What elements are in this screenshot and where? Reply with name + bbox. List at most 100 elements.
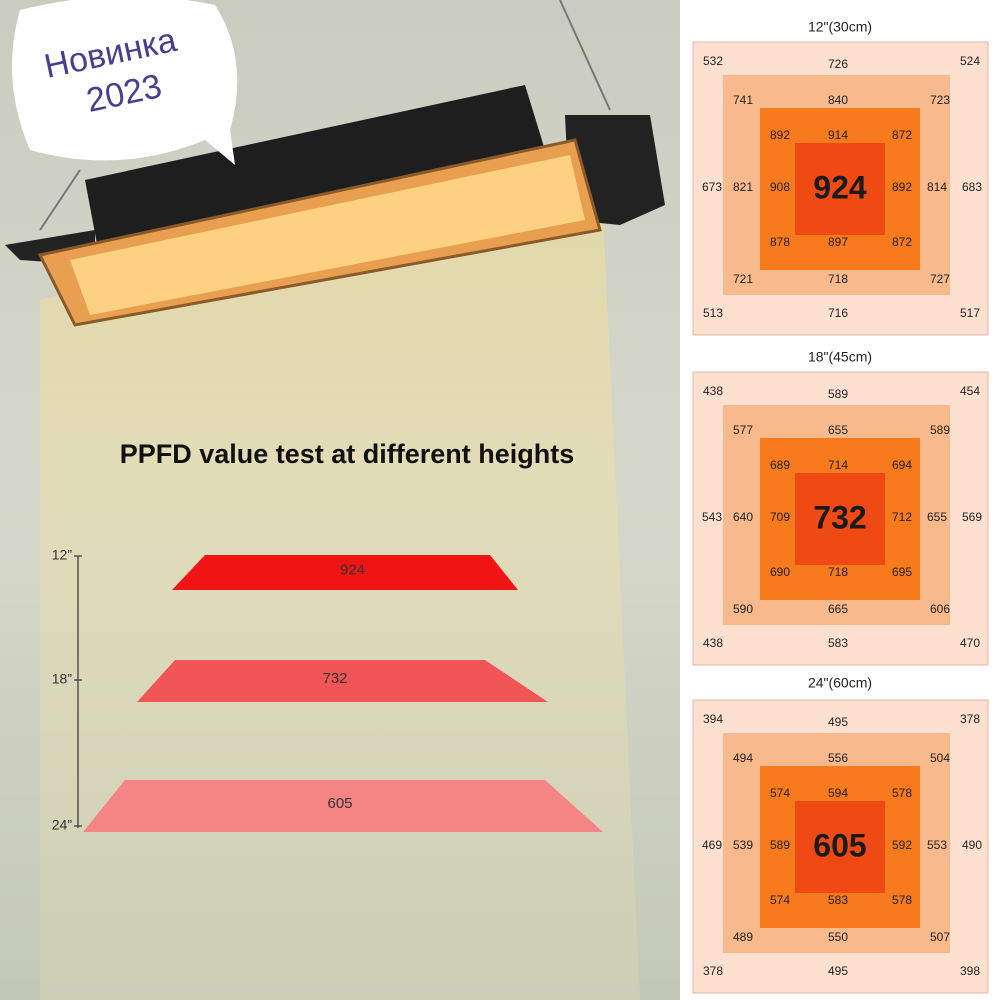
zone-center — [795, 801, 885, 893]
lamp — [5, 0, 665, 327]
ppfd-value: 726 — [828, 57, 848, 71]
ppfd-value: 569 — [962, 510, 982, 524]
ppfd-value: 495 — [828, 964, 848, 978]
ppfd-value: 665 — [828, 602, 848, 616]
ppfd-value: 690 — [770, 565, 790, 579]
ppfd-value: 394 — [703, 712, 723, 726]
height-value: 732 — [322, 670, 347, 687]
ppfd-center: 732 — [813, 499, 866, 535]
ppfd-value: 490 — [962, 838, 982, 852]
hanger — [559, 0, 611, 111]
ppfd-value: 673 — [702, 180, 722, 194]
ppfd-value: 517 — [960, 306, 980, 320]
ppfd-value: 821 — [733, 180, 753, 194]
grid-heading: 24"(60cm) — [808, 675, 872, 691]
ppfd-grids: 12"(30cm) 532 726 524 673 683 513 716 517 741 840 7… — [692, 19, 989, 994]
ppfd-value: 709 — [770, 510, 790, 524]
speech-bubble — [12, 0, 238, 165]
ppfd-value: 578 — [892, 893, 912, 907]
ppfd-value: 872 — [892, 128, 912, 142]
height-label: 18” — [52, 671, 73, 687]
height-plane — [83, 780, 603, 832]
title: PPFD value test at different heights — [120, 439, 575, 469]
ppfd-value: 495 — [828, 715, 848, 729]
ppfd-value: 438 — [703, 384, 723, 398]
ppfd-value: 695 — [892, 565, 912, 579]
ppfd-value: 655 — [927, 510, 947, 524]
ppfd-value: 714 — [828, 458, 848, 472]
ppfd-value: 592 — [892, 838, 912, 852]
ppfd-value: 727 — [930, 272, 950, 286]
ppfd-value: 524 — [960, 54, 980, 68]
ppfd-value: 640 — [733, 510, 753, 524]
ppfd-value: 470 — [960, 636, 980, 650]
ppfd-value: 398 — [960, 964, 980, 978]
height-plane — [172, 555, 518, 590]
ppfd-value: 683 — [962, 180, 982, 194]
height-value: 924 — [340, 561, 365, 578]
grid-heading: 18"(45cm) — [808, 349, 872, 365]
ppfd-value: 590 — [733, 602, 753, 616]
ppfd-value: 539 — [733, 838, 753, 852]
ppfd-center: 924 — [813, 169, 867, 205]
ppfd-value: 494 — [733, 751, 753, 765]
height-label: 12” — [52, 547, 73, 563]
ppfd-value: 594 — [828, 786, 848, 800]
ppfd-value: 689 — [770, 458, 790, 472]
ppfd-value: 721 — [733, 272, 753, 286]
ppfd-value: 532 — [703, 54, 723, 68]
ppfd-value: 589 — [930, 423, 950, 437]
ppfd-value: 489 — [733, 930, 753, 944]
ppfd-value: 718 — [828, 565, 848, 579]
ppfd-center: 605 — [813, 827, 866, 863]
ppfd-value: 723 — [930, 93, 950, 107]
ppfd-value: 914 — [828, 128, 848, 142]
height-label: 24” — [52, 817, 73, 833]
ppfd-value: 878 — [770, 235, 790, 249]
ppfd-value: 438 — [703, 636, 723, 650]
ppfd-value: 543 — [702, 510, 722, 524]
ppfd-value: 655 — [828, 423, 848, 437]
ppfd-value: 574 — [770, 893, 790, 907]
ppfd-value: 908 — [770, 180, 790, 194]
grid-heading: 12"(30cm) — [808, 19, 872, 35]
ppfd-value: 814 — [927, 180, 947, 194]
ppfd-value: 583 — [828, 893, 848, 907]
ppfd-value: 469 — [702, 838, 722, 852]
ppfd-value: 694 — [892, 458, 912, 472]
ppfd-value: 712 — [892, 510, 912, 524]
led-array — [70, 155, 585, 315]
ppfd-value: 716 — [828, 306, 848, 320]
ppfd-value: 897 — [828, 235, 848, 249]
ppfd-value: 589 — [828, 387, 848, 401]
ppfd-value: 718 — [828, 272, 848, 286]
height-plane — [137, 660, 548, 702]
hanger — [39, 169, 81, 231]
zone-center — [795, 143, 885, 235]
ppfd-value: 556 — [828, 751, 848, 765]
heatsink — [85, 85, 545, 260]
ppfd-value: 577 — [733, 423, 753, 437]
ppfd-value: 606 — [930, 602, 950, 616]
badge: Новинка 2023 — [12, 0, 238, 165]
ppfd-value: 589 — [770, 838, 790, 852]
ppfd-value: 507 — [930, 930, 950, 944]
ppfd-value: 578 — [892, 786, 912, 800]
ppfd-value: 892 — [770, 128, 790, 142]
ppfd-value: 553 — [927, 838, 947, 852]
ppfd-value: 583 — [828, 636, 848, 650]
height-chart: 924 12” 732 18” 605 24” — [52, 547, 603, 833]
ppfd-value: 574 — [770, 786, 790, 800]
ppfd-value: 513 — [703, 306, 723, 320]
ppfd-value: 840 — [828, 93, 848, 107]
ppfd-value: 550 — [828, 930, 848, 944]
ppfd-value: 872 — [892, 235, 912, 249]
ppfd-value: 454 — [960, 384, 980, 398]
ppfd-value: 504 — [930, 751, 950, 765]
ppfd-value: 741 — [733, 93, 753, 107]
ppfd-value: 892 — [892, 180, 912, 194]
ppfd-value: 378 — [703, 964, 723, 978]
ppfd-value: 378 — [960, 712, 980, 726]
height-value: 605 — [327, 795, 352, 812]
